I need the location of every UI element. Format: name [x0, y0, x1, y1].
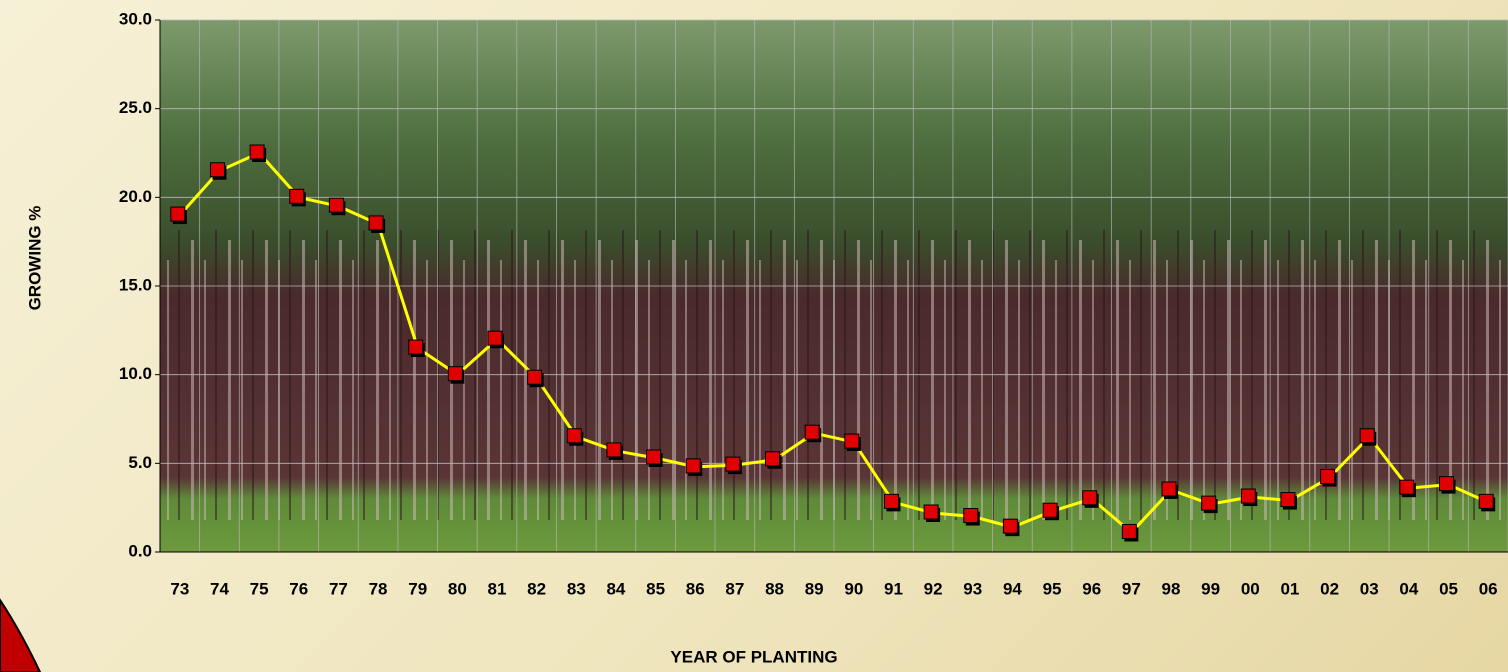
- marker: [1201, 495, 1217, 511]
- x-tick-label: 89: [805, 579, 824, 598]
- marker: [408, 339, 424, 355]
- marker: [487, 330, 503, 346]
- marker: [1082, 490, 1098, 506]
- marker: [170, 206, 186, 222]
- y-tick-label: 5.0: [128, 453, 152, 472]
- x-tick-label: 98: [1162, 579, 1181, 598]
- x-tick-label: 76: [289, 579, 308, 598]
- marker: [1240, 488, 1256, 504]
- marker: [249, 144, 265, 160]
- x-tick-label: 04: [1399, 579, 1418, 598]
- marker: [1161, 481, 1177, 497]
- y-axis-label: GROWING %: [25, 206, 44, 311]
- marker: [1042, 502, 1058, 518]
- y-tick-label: 20.0: [119, 187, 152, 206]
- marker: [328, 197, 344, 213]
- x-tick-label: 87: [725, 579, 744, 598]
- marker: [804, 424, 820, 440]
- x-tick-label: 79: [408, 579, 427, 598]
- x-tick-label: 94: [1003, 579, 1022, 598]
- marker: [1399, 479, 1415, 495]
- y-tick-label: 10.0: [119, 364, 152, 383]
- x-tick-label: 03: [1360, 579, 1379, 598]
- x-tick-label: 06: [1479, 579, 1498, 598]
- x-tick-label: 78: [369, 579, 388, 598]
- decoration: [0, 598, 42, 672]
- marker: [685, 458, 701, 474]
- marker: [527, 369, 543, 385]
- marker: [765, 451, 781, 467]
- marker: [566, 428, 582, 444]
- marker: [1320, 469, 1336, 485]
- marker: [1359, 428, 1375, 444]
- marker: [606, 442, 622, 458]
- x-tick-label: 80: [448, 579, 467, 598]
- x-axis-label: YEAR OF PLANTING: [670, 647, 837, 666]
- x-tick-label: 88: [765, 579, 784, 598]
- marker: [447, 366, 463, 382]
- x-tick-label: 73: [170, 579, 189, 598]
- x-tick-label: 75: [250, 579, 269, 598]
- x-tick-label: 77: [329, 579, 348, 598]
- y-tick-label: 30.0: [119, 9, 152, 28]
- marker: [646, 449, 662, 465]
- x-tick-label: 02: [1320, 579, 1339, 598]
- marker: [1478, 493, 1494, 509]
- x-tick-label: 92: [924, 579, 943, 598]
- x-tick-label: 91: [884, 579, 903, 598]
- x-tick-label: 74: [210, 579, 229, 598]
- marker: [725, 456, 741, 472]
- marker: [368, 215, 384, 231]
- x-tick-label: 83: [567, 579, 586, 598]
- x-tick-label: 05: [1439, 579, 1458, 598]
- x-tick-label: 85: [646, 579, 665, 598]
- x-tick-label: 96: [1082, 579, 1101, 598]
- grid: [160, 19, 1508, 553]
- marker: [1280, 492, 1296, 508]
- marker: [209, 162, 225, 178]
- marker: [1439, 476, 1455, 492]
- x-tick-label: 01: [1280, 579, 1299, 598]
- x-tick-label: 84: [606, 579, 625, 598]
- line: [178, 151, 1489, 535]
- marker: [963, 508, 979, 524]
- x-tick-label: 97: [1122, 579, 1141, 598]
- x-tick-label: 99: [1201, 579, 1220, 598]
- x-tick-label: 86: [686, 579, 705, 598]
- x-tick-label: 90: [844, 579, 863, 598]
- y-tick-label: 15.0: [119, 275, 152, 294]
- marker: [1121, 523, 1137, 539]
- x-tick-label: 93: [963, 579, 982, 598]
- x-tick-label: 95: [1043, 579, 1062, 598]
- marker: [923, 504, 939, 520]
- x-tick-label: 00: [1241, 579, 1260, 598]
- x-tick-label: 82: [527, 579, 546, 598]
- marker: [289, 188, 305, 204]
- marker: [1002, 518, 1018, 534]
- y-tick-label: 25.0: [119, 98, 152, 117]
- marker: [844, 433, 860, 449]
- y-tick-label: 0.0: [128, 541, 152, 560]
- marker: [883, 493, 899, 509]
- x-tick-label: 81: [488, 579, 507, 598]
